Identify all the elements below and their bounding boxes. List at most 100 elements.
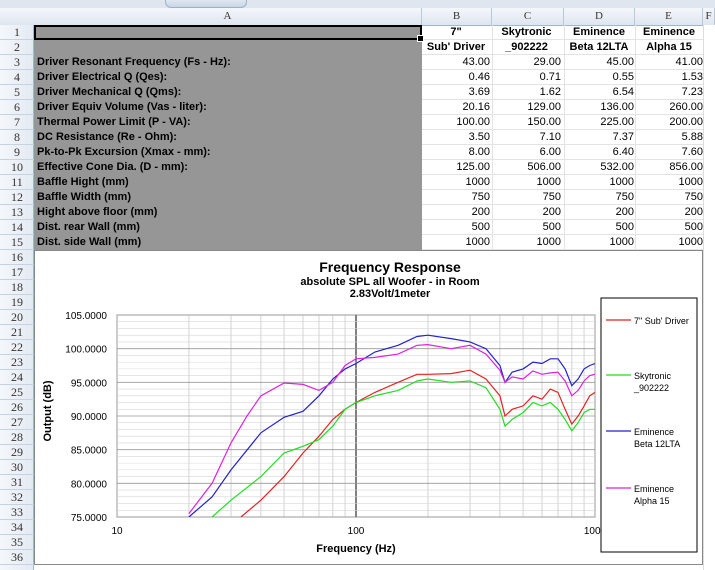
parameter-value[interactable]: 1000 <box>536 176 561 188</box>
row-header-17[interactable]: 17 <box>0 265 34 280</box>
parameter-value[interactable]: 6.00 <box>539 146 561 158</box>
row-header-31[interactable]: 31 <box>0 475 34 490</box>
parameter-label[interactable]: Effective Cone Dia. (D - mm): <box>37 161 188 173</box>
row-header-24[interactable]: 24 <box>0 370 34 385</box>
parameter-value[interactable]: 5.88 <box>681 131 703 143</box>
parameter-value[interactable]: 8.00 <box>468 146 490 158</box>
header-driver-line2[interactable]: _902222 <box>505 41 548 53</box>
parameter-value[interactable]: 29.00 <box>533 56 561 68</box>
parameter-value[interactable]: 129.00 <box>527 101 561 113</box>
header-driver-line2[interactable]: Beta 12LTA <box>569 41 629 53</box>
legend-entry-1[interactable]: 7" Sub' Driver <box>634 316 689 326</box>
parameter-label[interactable]: Pk-to-Pk Excursion (Xmax - mm): <box>37 146 211 158</box>
parameter-value[interactable]: 1.62 <box>539 86 561 98</box>
row-header-4[interactable]: 4 <box>0 70 34 85</box>
column-header-F[interactable]: F <box>703 8 715 25</box>
row-header-36[interactable]: 36 <box>0 550 34 565</box>
parameter-value[interactable]: 856.00 <box>669 161 703 173</box>
parameter-value[interactable]: 750 <box>471 191 490 203</box>
parameter-value[interactable]: 500 <box>542 221 561 233</box>
row-header-15[interactable]: 15 <box>0 235 34 250</box>
parameter-value[interactable]: 1000 <box>536 236 561 248</box>
parameter-value[interactable]: 200 <box>615 206 634 218</box>
parameter-label[interactable]: DC Resistance (Re - Ohm): <box>37 131 177 143</box>
row-header-12[interactable]: 12 <box>0 190 34 205</box>
parameter-value[interactable]: 1.53 <box>681 71 703 83</box>
parameter-label[interactable]: Driver Equiv Volume (Vas - liter): <box>37 101 207 113</box>
parameter-value[interactable]: 750 <box>615 191 634 203</box>
row-header-1[interactable]: 1 <box>0 25 34 40</box>
ribbon-tab-button[interactable] <box>165 0 247 8</box>
header-driver-line1[interactable]: 7" <box>450 26 462 38</box>
parameter-value[interactable]: 6.40 <box>612 146 634 158</box>
header-driver-line2[interactable]: Alpha 15 <box>646 41 692 53</box>
row-header-34[interactable]: 34 <box>0 520 34 535</box>
parameter-value[interactable]: 20.16 <box>462 101 490 113</box>
row-header-28[interactable]: 28 <box>0 430 34 445</box>
row-header-5[interactable]: 5 <box>0 85 34 100</box>
parameter-value[interactable]: 500 <box>615 221 634 233</box>
chart-frequency-response[interactable]: Frequency Response absolute SPL all Woof… <box>34 250 703 565</box>
row-header-25[interactable]: 25 <box>0 385 34 400</box>
parameter-label[interactable]: Dist. side Wall (mm) <box>37 236 142 248</box>
cell-grid[interactable] <box>34 25 715 570</box>
parameter-value[interactable]: 7.60 <box>681 146 703 158</box>
legend-entry-2[interactable]: Skytronic _902222 <box>633 371 672 393</box>
row-header-21[interactable]: 21 <box>0 325 34 340</box>
parameter-value[interactable]: 1000 <box>678 176 703 188</box>
parameter-value[interactable]: 260.00 <box>669 101 703 113</box>
row-header-10[interactable]: 10 <box>0 160 34 175</box>
row-header-13[interactable]: 13 <box>0 205 34 220</box>
parameter-value[interactable]: 3.69 <box>468 86 490 98</box>
chart-legend[interactable]: 7" Sub' Driver Skytronic _902222 Eminence Be… <box>600 297 698 553</box>
row-header-9[interactable]: 9 <box>0 145 34 160</box>
active-cell-A1[interactable] <box>34 25 424 42</box>
parameter-label[interactable]: Driver Resonant Frequency (Fs - Hz): <box>37 56 231 68</box>
column-header-B[interactable]: B <box>422 8 492 25</box>
parameter-value[interactable]: 506.00 <box>527 161 561 173</box>
parameter-value[interactable]: 1000 <box>465 176 490 188</box>
parameter-value[interactable]: 750 <box>684 191 703 203</box>
parameter-label[interactable]: Thermal Power Limit (P - VA): <box>37 116 191 128</box>
parameter-label[interactable]: Driver Mechanical Q (Qms): <box>37 86 182 98</box>
parameter-value[interactable]: 45.00 <box>606 56 634 68</box>
parameter-value[interactable]: 1000 <box>609 236 634 248</box>
row-header-14[interactable]: 14 <box>0 220 34 235</box>
parameter-value[interactable]: 136.00 <box>600 101 634 113</box>
parameter-value[interactable]: 100.00 <box>456 116 490 128</box>
row-header-7[interactable]: 7 <box>0 115 34 130</box>
parameter-label[interactable]: Baffle Width (mm) <box>37 191 132 203</box>
column-header-A[interactable]: A <box>34 8 422 25</box>
parameter-value[interactable]: 200 <box>684 206 703 218</box>
row-header-16[interactable]: 16 <box>0 250 34 265</box>
row-header-22[interactable]: 22 <box>0 340 34 355</box>
parameter-value[interactable]: 41.00 <box>675 56 703 68</box>
legend-entry-4[interactable]: Eminence Alpha 15 <box>634 484 674 506</box>
parameter-value[interactable]: 1000 <box>465 236 490 248</box>
parameter-value[interactable]: 7.37 <box>612 131 634 143</box>
row-header-2[interactable]: 2 <box>0 40 34 55</box>
parameter-value[interactable]: 200 <box>471 206 490 218</box>
parameter-value[interactable]: 43.00 <box>462 56 490 68</box>
row-header-35[interactable]: 35 <box>0 535 34 550</box>
parameter-value[interactable]: 0.46 <box>468 71 490 83</box>
row-header-33[interactable]: 33 <box>0 505 34 520</box>
parameter-label[interactable]: Driver Electrical Q (Qes): <box>37 71 168 83</box>
parameter-value[interactable]: 7.10 <box>539 131 561 143</box>
parameter-value[interactable]: 6.54 <box>612 86 634 98</box>
header-driver-line2[interactable]: Sub' Driver <box>426 41 486 53</box>
row-header-11[interactable]: 11 <box>0 175 34 190</box>
header-driver-line1[interactable]: Skytronic <box>501 26 552 38</box>
row-header-19[interactable]: 19 <box>0 295 34 310</box>
parameter-label[interactable]: Hight above floor (mm) <box>37 206 158 218</box>
row-header-27[interactable]: 27 <box>0 415 34 430</box>
row-header-8[interactable]: 8 <box>0 130 34 145</box>
parameter-value[interactable]: 0.71 <box>539 71 561 83</box>
row-header-32[interactable]: 32 <box>0 490 34 505</box>
parameter-label[interactable]: Baffle Hight (mm) <box>37 176 129 188</box>
parameter-value[interactable]: 0.55 <box>612 71 634 83</box>
header-driver-line1[interactable]: Eminence <box>643 26 695 38</box>
column-header-C[interactable]: C <box>492 8 564 25</box>
row-header-18[interactable]: 18 <box>0 280 34 295</box>
row-header-29[interactable]: 29 <box>0 445 34 460</box>
